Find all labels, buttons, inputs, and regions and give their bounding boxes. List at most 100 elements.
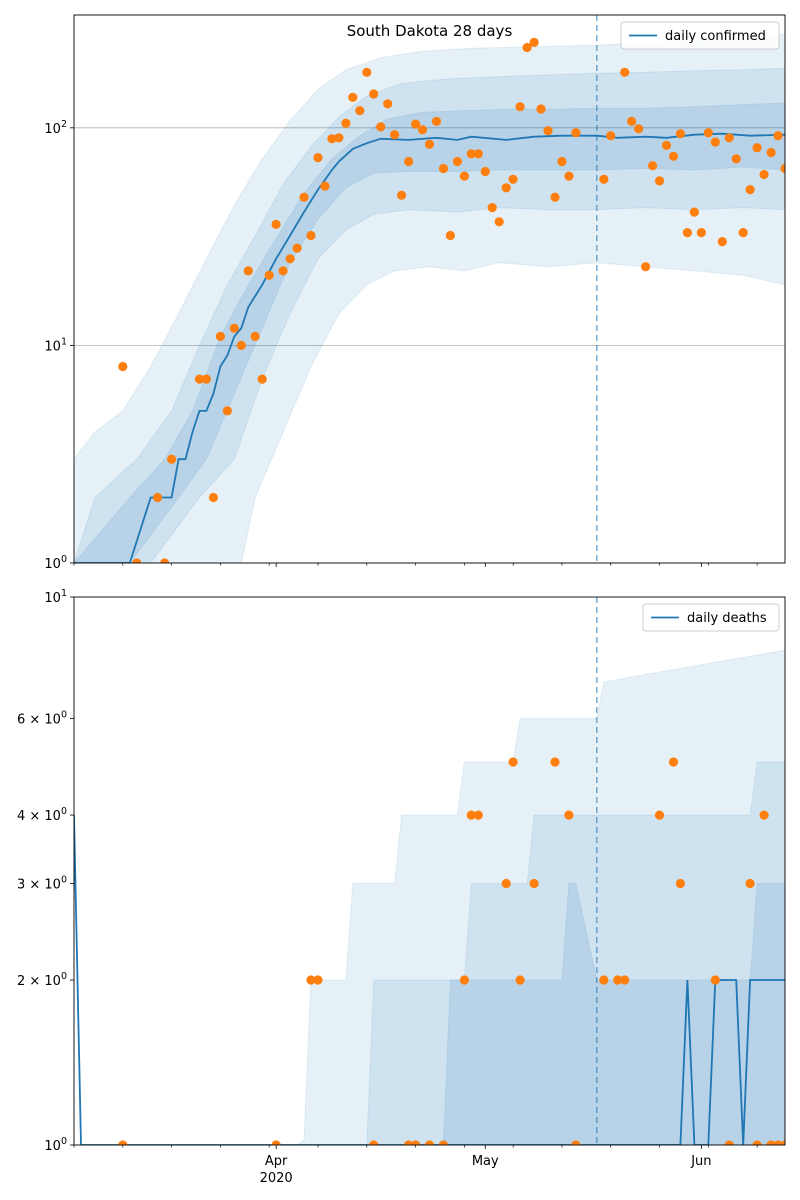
y-tick-label-1: 2 × 100 [17,971,67,989]
data-point-23 [668,757,679,767]
data-point-68 [661,140,672,150]
data-point-72 [689,207,700,217]
data-point-0 [118,1140,128,1145]
y-tick-label-5: 101 [44,588,67,606]
data-point-31 [376,122,386,132]
data-point-77 [724,133,734,143]
data-point-30 [766,1140,776,1145]
y-tick-label-0: 100 [44,554,67,572]
data-point-3 [160,558,170,563]
data-point-27 [348,92,358,102]
legend: daily deaths [642,603,780,632]
data-point-30 [369,89,379,99]
data-point-76 [717,237,727,247]
data-point-6 [201,374,211,384]
data-point-59 [571,128,581,138]
data-point-38 [424,139,435,149]
data-point-36 [411,119,421,129]
legend-box [642,603,780,632]
data-point-78 [731,154,741,164]
data-point-12 [501,878,511,889]
data-point-18 [285,254,295,264]
axes-frame [73,14,786,564]
legend-box [620,21,780,50]
data-point-15 [264,270,274,280]
data-point-24 [675,878,686,889]
data-point-17 [564,810,574,820]
chart-title: South Dakota 28 days [347,22,513,40]
x-tick-sublabel-0: 2020 [260,1171,293,1186]
data-point-74 [703,128,713,138]
y-tick-label-2-exponent: 0 [61,875,67,886]
data-point-5 [194,374,205,384]
data-point-1 [271,1140,281,1145]
data-point-64 [634,124,644,134]
data-point-26 [724,1140,734,1145]
data-point-45 [473,149,483,159]
data-point-2 [306,975,316,985]
data-point-42 [452,156,462,167]
y-tick-label-3-exponent: 0 [61,806,67,817]
data-point-85 [780,163,785,174]
data-point-21 [620,975,630,985]
legend-label: daily deaths [687,611,767,626]
data-point-31 [773,1140,783,1145]
y-tick-label-2: 102 [44,119,67,137]
data-point-29 [362,67,372,77]
data-point-20 [299,192,309,202]
data-point-29 [759,810,769,820]
data-point-48 [494,217,504,227]
data-point-56 [550,192,560,202]
data-point-71 [682,228,693,238]
data-point-70 [675,129,686,139]
data-point-33 [390,130,400,140]
y-tick-label-1-base: 10 [44,339,61,354]
y-tick-label-4-base: 6 × 10 [17,713,61,728]
data-point-1 [132,558,142,563]
y-tick-label-2-exponent: 2 [61,119,67,130]
data-point-37 [417,125,428,135]
y-tick-label-2-base: 3 × 10 [17,878,61,893]
y-tick-label-5-exponent: 1 [61,588,67,599]
data-point-4 [167,454,177,464]
y-tick-label-2: 3 × 100 [17,875,67,893]
data-point-60 [599,174,609,184]
data-point-22 [313,153,323,163]
data-point-52 [522,42,532,53]
y-tick-label-3-base: 4 × 10 [17,809,61,824]
data-point-79 [738,228,748,238]
data-point-8 [438,1140,448,1145]
data-point-46 [480,166,490,177]
data-point-9 [459,975,469,985]
data-point-19 [292,243,302,253]
data-point-34 [397,190,407,200]
data-point-6 [411,1140,421,1145]
band-95 [74,649,785,1145]
data-point-63 [627,116,637,126]
x-tick-label-0: Apr [265,1154,288,1169]
data-point-27 [745,878,755,889]
data-point-44 [466,149,476,159]
data-point-26 [341,118,351,128]
band-80 [74,67,785,563]
data-point-39 [431,116,442,126]
y-tick-label-1: 101 [44,336,67,354]
data-point-14 [257,374,267,384]
data-point-32 [780,1140,785,1145]
data-point-83 [766,147,776,158]
data-point-47 [487,203,497,213]
x-tick-label-1: May [472,1154,499,1169]
data-point-23 [320,181,330,191]
data-point-0 [118,361,128,372]
y-tick-label-3: 4 × 100 [17,806,67,824]
data-point-73 [696,228,707,238]
legend: daily confirmed [620,21,780,50]
data-point-40 [438,163,448,174]
data-point-67 [654,176,665,186]
y-tick-label-4: 6 × 100 [17,710,67,728]
y-tick-label-0-base: 10 [44,1139,61,1154]
data-point-75 [710,137,720,147]
data-point-66 [648,161,658,171]
median-line [74,132,785,563]
